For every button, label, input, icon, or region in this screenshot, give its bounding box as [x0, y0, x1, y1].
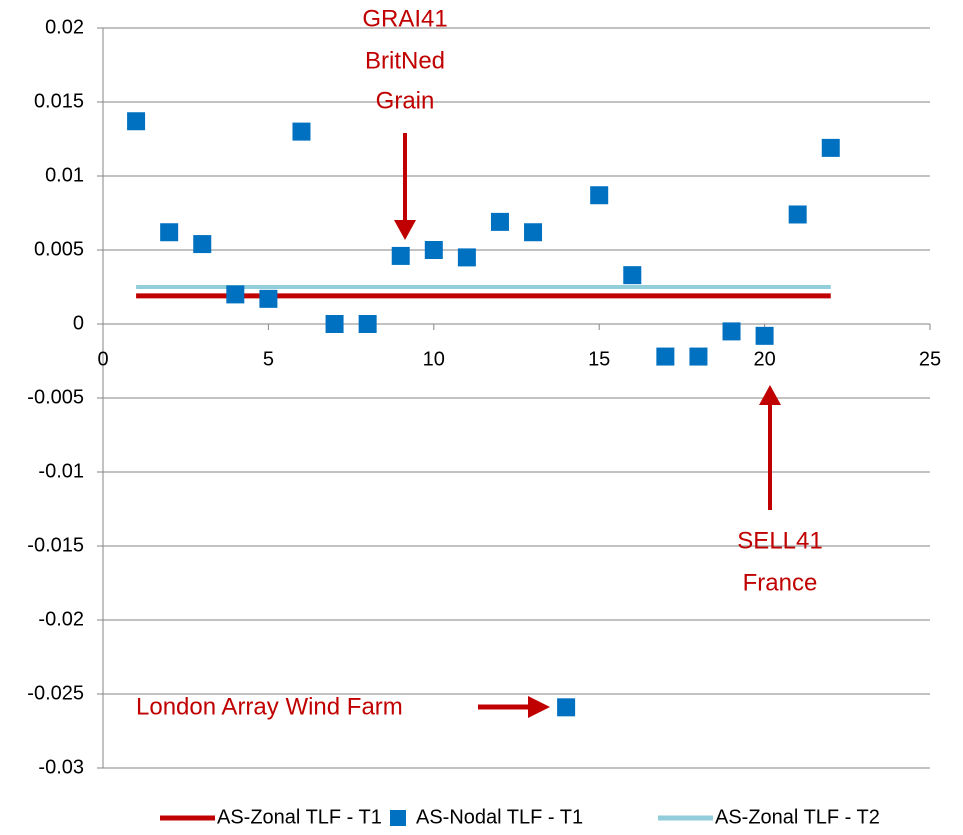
y-tick-label: -0.005 — [27, 386, 84, 408]
arrow-head — [394, 220, 416, 240]
legend: AS-Zonal TLF - T1 AS-Nodal TLF - T1 AS-Zon… — [160, 806, 880, 828]
scatter-point — [127, 112, 146, 131]
y-tick-label: -0.025 — [27, 682, 84, 704]
arrow-head — [528, 696, 550, 718]
x-tick-label: 15 — [588, 348, 610, 370]
scatter-point — [689, 347, 708, 366]
scatter-point — [424, 241, 443, 259]
annotation: GRAI41 — [362, 5, 447, 32]
scatter-point — [457, 248, 476, 267]
annotation: SELL41 — [737, 527, 822, 554]
y-tick-label: -0.03 — [38, 756, 84, 778]
y-tick-label: -0.02 — [38, 608, 84, 630]
annotation: France — [743, 569, 818, 596]
scatter-point — [590, 186, 609, 205]
y-tick-label: -0.01 — [38, 460, 84, 482]
scatter-point — [391, 246, 410, 265]
x-tick-label: 25 — [919, 348, 941, 370]
scatter-point — [623, 266, 642, 285]
scatter-point — [524, 223, 543, 242]
scatter-point — [193, 235, 212, 254]
y-tick-label: -0.015 — [27, 534, 84, 556]
scatter-point — [259, 289, 278, 308]
scatter-point — [358, 315, 377, 333]
x-tick-label: 20 — [753, 348, 775, 370]
annotation: BritNed — [365, 47, 445, 74]
scatter-point — [292, 122, 311, 141]
y-tick-label: 0.01 — [45, 164, 84, 186]
legend-label: AS-Zonal TLF - T2 — [715, 806, 880, 828]
x-tick-label: 10 — [423, 348, 445, 370]
y-tick-label: 0.015 — [34, 90, 84, 112]
x-tick-label: 0 — [97, 348, 108, 370]
y-tick-label: 0 — [73, 312, 84, 334]
scatter-point — [226, 285, 245, 304]
scatter-point — [160, 223, 179, 242]
scatter-point — [656, 347, 675, 366]
x-tick-label: 5 — [263, 348, 274, 370]
scatter-point — [755, 326, 774, 345]
arrow-head — [759, 385, 781, 405]
scatter-point — [557, 698, 576, 717]
scatter-point — [722, 322, 741, 341]
scatter-point — [325, 315, 344, 333]
annotation: London Array Wind Farm — [136, 693, 403, 720]
annotation: Grain — [376, 87, 435, 114]
y-tick-label: 0.005 — [34, 238, 84, 260]
annotations: GRAI41 BritNed Grain SELL41 France Londo… — [136, 5, 823, 720]
y-tick-label: 0.02 — [45, 16, 84, 38]
scatter-point — [821, 138, 840, 157]
scatter-point — [788, 205, 807, 224]
plot: 0.02 0.015 0.01 0.005 0 -0.005 -0.01 -0.015 -0.0… — [27, 16, 941, 778]
legend-swatch — [390, 810, 406, 826]
legend-label: AS-Zonal TLF - T1 — [217, 806, 382, 828]
legend-label: AS-Nodal TLF - T1 — [416, 806, 583, 828]
scatter-point — [490, 212, 509, 231]
